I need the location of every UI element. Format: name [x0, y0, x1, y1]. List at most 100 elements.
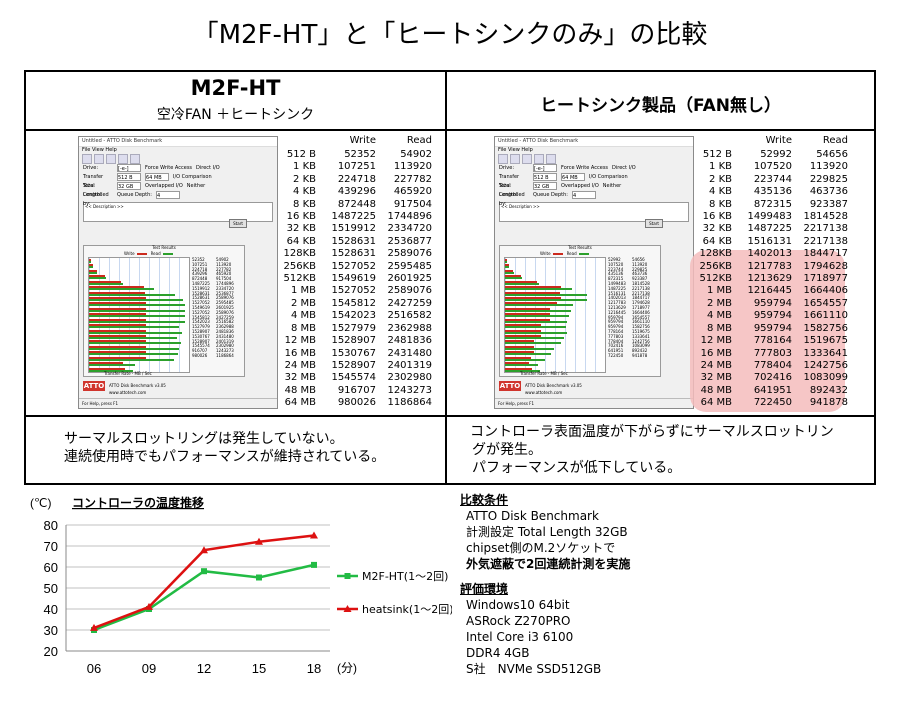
results-number-row: 1549619 2601925: [192, 305, 240, 311]
open-icon[interactable]: [94, 154, 104, 164]
x-axis-unit: (分): [337, 661, 357, 675]
results-write-value: 439296: [192, 271, 208, 277]
drive-label: Drive:: [83, 165, 99, 171]
conditions-line: 計測設定 Total Length 32GB: [466, 525, 628, 539]
start-button[interactable]: Start: [645, 219, 663, 228]
conditions-line: 外気遮蔽で2回連続計測を実施: [466, 557, 631, 571]
read-cell: 1243273: [387, 384, 432, 396]
y-tick-label: 30: [44, 623, 58, 638]
read-bar: [505, 277, 523, 280]
results-read-value: 1333641: [632, 333, 650, 339]
results-read-value: 1844717: [632, 295, 650, 301]
write-bar: [89, 280, 122, 283]
queue-select[interactable]: 4: [571, 191, 596, 199]
save-icon[interactable]: [522, 154, 532, 164]
queue-label: Queue Depth:: [117, 192, 152, 198]
read-cell: 2601925: [387, 273, 432, 285]
print-icon[interactable]: [534, 154, 544, 164]
results-read-value: 113920: [216, 261, 232, 267]
size-cell: 2 KB: [709, 173, 732, 185]
legend-marker: [344, 573, 351, 579]
write-cell: 959794: [753, 297, 792, 309]
legend-read: Read: [566, 251, 577, 256]
overlapped-radio[interactable]: Overlapped I/O: [145, 183, 183, 189]
size-cell: 2 MB: [290, 297, 316, 309]
force-write-checkbox[interactable]: Force Write Access: [145, 165, 193, 171]
read-cell: 2589076: [387, 248, 432, 260]
results-read-value: 2217138: [632, 290, 650, 296]
write-cell: 107251: [337, 161, 376, 173]
results-read-value: 1519675: [632, 328, 650, 334]
transfer-from-select[interactable]: 512 B: [533, 173, 557, 181]
environment-line: S社 NVMe SSD512GB: [466, 662, 602, 676]
results-panel: Test Results Write Read 52352 54902 107251 113…: [83, 245, 245, 377]
help-icon[interactable]: [130, 154, 140, 164]
length-select[interactable]: 32 GB: [117, 182, 141, 190]
read-bar: [505, 326, 567, 329]
read-cell: 227782: [393, 173, 432, 185]
write-cell: 1528907: [331, 359, 376, 371]
force-write-checkbox[interactable]: Force Write Access: [561, 165, 609, 171]
overlapped-radio[interactable]: Overlapped I/O: [561, 183, 599, 189]
neither-radio[interactable]: Neither: [602, 183, 622, 189]
drive-select[interactable]: [-e-]: [117, 164, 141, 172]
url-text[interactable]: www.attotech.com: [109, 390, 147, 395]
neither-radio[interactable]: Neither: [186, 183, 206, 189]
write-bar: [505, 340, 534, 343]
read-cell: 2536877: [387, 235, 432, 247]
write-bar: [89, 275, 106, 278]
length-select[interactable]: 32 GB: [533, 182, 557, 190]
io-comparison-radio[interactable]: I/O Comparison: [173, 174, 212, 180]
read-bar: [505, 353, 552, 356]
size-cell: 256KB: [283, 260, 316, 272]
description-box[interactable]: << Description >>: [83, 202, 273, 222]
transfer-to-select[interactable]: 64 MB: [145, 173, 169, 181]
table-row: 16 KB 1499483 1814528: [692, 211, 857, 223]
read-bar: [505, 369, 540, 372]
y-tick-label: 80: [44, 518, 58, 533]
description-box[interactable]: << Description >>: [499, 202, 689, 222]
table-row: 2 KB 223744 229825: [692, 174, 857, 186]
read-cell: 2481836: [387, 335, 432, 347]
results-read-value: 1243273: [216, 348, 234, 354]
start-button[interactable]: Start: [229, 219, 247, 228]
table-row: 16 MB 1530767 2431480: [276, 348, 441, 360]
results-number-row: 1528907 2401319: [192, 339, 240, 345]
transfer-from-select[interactable]: 512 B: [117, 173, 141, 181]
direct-io-checkbox[interactable]: Direct I/O: [196, 165, 220, 171]
queue-select[interactable]: 4: [155, 191, 180, 199]
direct-io-checkbox[interactable]: Direct I/O: [612, 165, 636, 171]
save-icon[interactable]: [106, 154, 116, 164]
print-icon[interactable]: [118, 154, 128, 164]
results-numbers: 52992 54656 107520 113920 223744 229825 435136…: [608, 257, 656, 359]
new-icon[interactable]: [498, 154, 508, 164]
size-cell: 512KB: [699, 273, 732, 285]
write-cell: 980026: [337, 397, 376, 409]
read-bar: [89, 331, 183, 334]
table-row: 8 MB 1527979 2362988: [276, 323, 441, 335]
write-bar: [89, 313, 147, 316]
url-text[interactable]: www.attotech.com: [525, 390, 563, 395]
results-write-value: 778404: [608, 338, 624, 344]
results-read-value: 1582756: [632, 324, 650, 330]
io-comparison-radio[interactable]: I/O Comparison: [589, 174, 628, 180]
help-icon[interactable]: [546, 154, 556, 164]
results-write-value: 224718: [192, 266, 208, 272]
results-number-row: 52352 54902: [192, 257, 240, 263]
results-write-value: 1530767: [192, 333, 210, 339]
read-cell: 1654557: [803, 297, 848, 309]
open-icon[interactable]: [510, 154, 520, 164]
results-write-value: 1487225: [192, 280, 210, 286]
conditions-line: chipset側のM.2ソケットで: [466, 541, 616, 555]
drive-select[interactable]: [-e-]: [533, 164, 557, 172]
read-bar: [505, 288, 573, 291]
transfer-label: Transfer Size:: [499, 174, 520, 189]
y-tick-label: 50: [44, 581, 58, 596]
read-bar: [89, 261, 92, 263]
new-icon[interactable]: [82, 154, 92, 164]
transfer-to-select[interactable]: 64 MB: [561, 173, 585, 181]
table-row: 64 KB 1528631 2536877: [276, 236, 441, 248]
results-read-value: 1664406: [632, 309, 650, 315]
size-cell: 4 KB: [709, 186, 732, 198]
size-cell: 32 MB: [284, 372, 316, 384]
